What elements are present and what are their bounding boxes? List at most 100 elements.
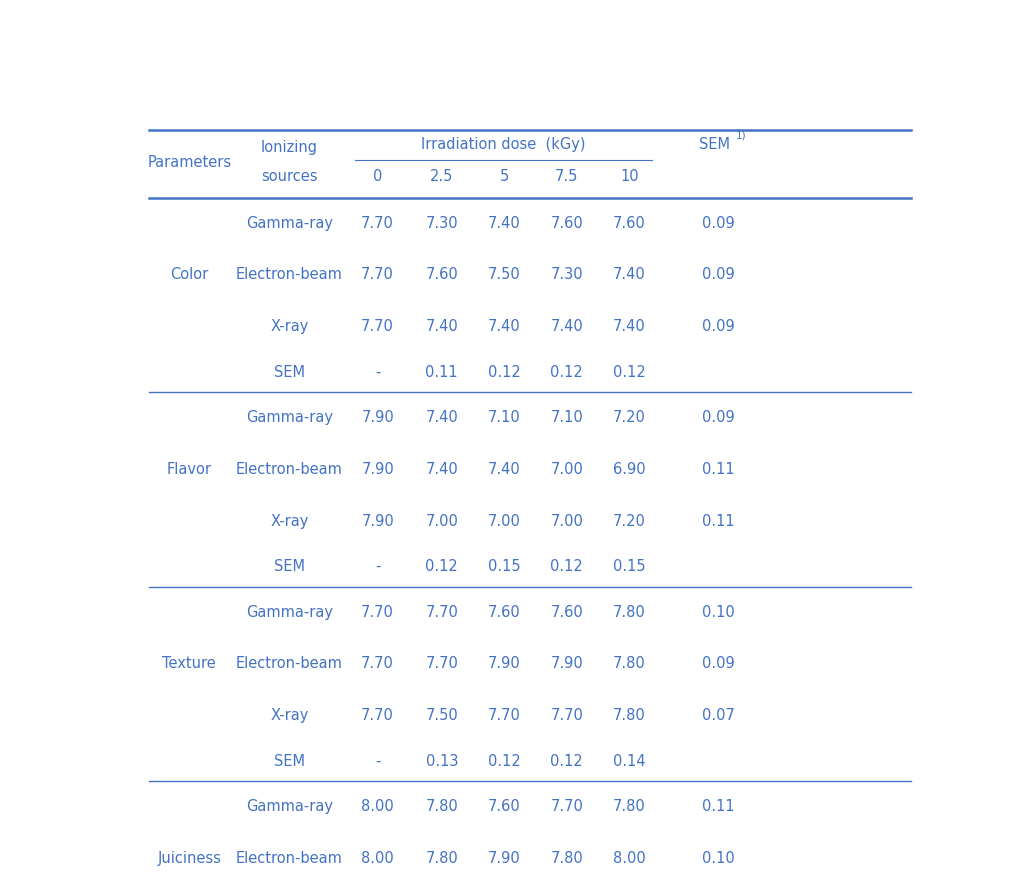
Text: Gamma-ray: Gamma-ray: [246, 216, 333, 231]
Text: 7.70: 7.70: [425, 605, 458, 620]
Text: 7.80: 7.80: [613, 708, 645, 723]
Text: Texture: Texture: [162, 656, 216, 671]
Text: 2.5: 2.5: [430, 170, 454, 185]
Text: 0.12: 0.12: [488, 365, 521, 380]
Text: 0.12: 0.12: [550, 559, 583, 575]
Text: 7.00: 7.00: [550, 462, 583, 477]
Text: Flavor: Flavor: [166, 462, 212, 477]
Text: 7.70: 7.70: [488, 708, 521, 723]
Text: 7.90: 7.90: [361, 410, 394, 425]
Text: 7.30: 7.30: [425, 216, 458, 231]
Text: Gamma-ray: Gamma-ray: [246, 605, 333, 620]
Text: 7.80: 7.80: [613, 799, 645, 814]
Text: 7.10: 7.10: [550, 410, 583, 425]
Text: Electron-beam: Electron-beam: [236, 267, 343, 282]
Text: 7.80: 7.80: [425, 799, 458, 814]
Text: 7.50: 7.50: [425, 708, 458, 723]
Text: 7.40: 7.40: [488, 216, 521, 231]
Text: 0.11: 0.11: [702, 462, 734, 477]
Text: 7.60: 7.60: [488, 799, 521, 814]
Text: 7.60: 7.60: [550, 605, 583, 620]
Text: 7.40: 7.40: [488, 462, 521, 477]
Text: 0.09: 0.09: [702, 319, 734, 334]
Text: 7.40: 7.40: [550, 319, 583, 334]
Text: 7.80: 7.80: [613, 605, 645, 620]
Text: 7.90: 7.90: [361, 513, 394, 528]
Text: 0: 0: [373, 170, 383, 185]
Text: 8.00: 8.00: [361, 851, 394, 866]
Text: 7.5: 7.5: [555, 170, 578, 185]
Text: Electron-beam: Electron-beam: [236, 851, 343, 866]
Text: 7.90: 7.90: [488, 656, 521, 671]
Text: 7.70: 7.70: [361, 656, 394, 671]
Text: 7.70: 7.70: [361, 319, 394, 334]
Text: X-ray: X-ray: [270, 319, 309, 334]
Text: -: -: [375, 559, 381, 575]
Text: 0.11: 0.11: [702, 799, 734, 814]
Text: 7.20: 7.20: [613, 410, 645, 425]
Text: 7.60: 7.60: [550, 216, 583, 231]
Text: -: -: [375, 754, 381, 769]
Text: Juiciness: Juiciness: [157, 851, 221, 866]
Text: 7.40: 7.40: [613, 267, 645, 282]
Text: Electron-beam: Electron-beam: [236, 462, 343, 477]
Text: 0.10: 0.10: [702, 605, 734, 620]
Text: 0.11: 0.11: [425, 365, 458, 380]
Text: 7.40: 7.40: [425, 410, 458, 425]
Text: 0.12: 0.12: [425, 559, 458, 575]
Text: 0.15: 0.15: [488, 559, 520, 575]
Text: 0.09: 0.09: [702, 656, 734, 671]
Text: 7.40: 7.40: [425, 319, 458, 334]
Text: 7.70: 7.70: [361, 216, 394, 231]
Text: -: -: [375, 365, 381, 380]
Text: 0.13: 0.13: [426, 754, 458, 769]
Text: 7.20: 7.20: [613, 513, 645, 528]
Text: 7.00: 7.00: [425, 513, 458, 528]
Text: Ionizing: Ionizing: [261, 140, 318, 155]
Text: 6.90: 6.90: [613, 462, 645, 477]
Text: Gamma-ray: Gamma-ray: [246, 410, 333, 425]
Text: X-ray: X-ray: [270, 708, 309, 723]
Text: 7.40: 7.40: [425, 462, 458, 477]
Text: 7.70: 7.70: [425, 656, 458, 671]
Text: SEM: SEM: [274, 365, 305, 380]
Text: 0.11: 0.11: [702, 513, 734, 528]
Text: 0.12: 0.12: [488, 754, 521, 769]
Text: 7.70: 7.70: [361, 708, 394, 723]
Text: Gamma-ray: Gamma-ray: [246, 799, 333, 814]
Text: 0.12: 0.12: [550, 754, 583, 769]
Text: 7.30: 7.30: [550, 267, 583, 282]
Text: 7.00: 7.00: [550, 513, 583, 528]
Text: 7.80: 7.80: [425, 851, 458, 866]
Text: 0.09: 0.09: [702, 267, 734, 282]
Text: 7.80: 7.80: [613, 656, 645, 671]
Text: 0.07: 0.07: [702, 708, 735, 723]
Text: 7.00: 7.00: [488, 513, 521, 528]
Text: 7.90: 7.90: [488, 851, 521, 866]
Text: X-ray: X-ray: [270, 513, 309, 528]
Text: 5: 5: [499, 170, 509, 185]
Text: 8.00: 8.00: [361, 799, 394, 814]
Text: 7.70: 7.70: [550, 799, 583, 814]
Text: sources: sources: [262, 170, 317, 185]
Text: 8.00: 8.00: [613, 851, 645, 866]
Text: Irradiation dose  (kGy): Irradiation dose (kGy): [421, 137, 585, 152]
Text: Parameters: Parameters: [147, 155, 232, 170]
Text: SEM: SEM: [274, 559, 305, 575]
Text: 0.14: 0.14: [613, 754, 645, 769]
Text: 10: 10: [620, 170, 639, 185]
Text: 7.90: 7.90: [550, 656, 583, 671]
Text: 0.12: 0.12: [550, 365, 583, 380]
Text: SEM: SEM: [274, 754, 305, 769]
Text: 7.50: 7.50: [488, 267, 521, 282]
Text: 7.40: 7.40: [613, 319, 645, 334]
Text: Color: Color: [171, 267, 209, 282]
Text: 7.60: 7.60: [488, 605, 521, 620]
Text: 7.60: 7.60: [613, 216, 645, 231]
Text: 7.60: 7.60: [425, 267, 458, 282]
Text: 7.70: 7.70: [361, 267, 394, 282]
Text: Electron-beam: Electron-beam: [236, 656, 343, 671]
Text: 7.90: 7.90: [361, 462, 394, 477]
Text: 1): 1): [736, 131, 747, 140]
Text: 0.09: 0.09: [702, 410, 734, 425]
